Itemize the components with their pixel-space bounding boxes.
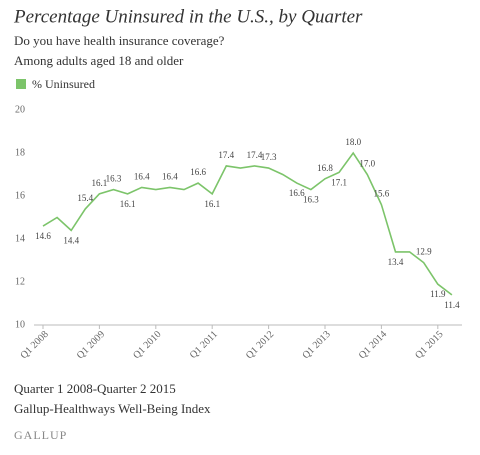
data-label: 17.3 <box>261 152 277 162</box>
x-tick-label: Q1 2011 <box>188 329 220 361</box>
data-label: 18.0 <box>345 137 361 147</box>
x-tick-label: Q1 2014 <box>357 329 389 361</box>
x-tick-label: Q1 2013 <box>300 329 332 361</box>
data-label: 16.8 <box>317 163 333 173</box>
x-tick-label: Q1 2010 <box>131 329 163 361</box>
chart-title: Percentage Uninsured in the U.S., by Qua… <box>13 6 363 27</box>
data-label: 14.4 <box>63 235 79 245</box>
data-label: 16.6 <box>289 188 305 198</box>
x-tick-label: Q1 2015 <box>413 329 445 361</box>
subtitle: Among adults aged 18 and older <box>14 53 184 68</box>
y-tick-label: 16 <box>15 190 25 201</box>
data-label: 16.4 <box>134 171 150 181</box>
data-label: 12.9 <box>416 247 432 257</box>
y-tick-label: 18 <box>15 147 25 158</box>
x-tick-label: Q1 2012 <box>244 329 276 361</box>
x-tick-label: Q1 2009 <box>75 329 107 361</box>
data-label: 14.6 <box>35 231 51 241</box>
data-label: 16.3 <box>303 195 319 205</box>
line <box>42 151 453 296</box>
data-label: 15.6 <box>374 189 390 199</box>
y-tick-label: 12 <box>15 276 25 287</box>
data-label: 16.6 <box>190 167 206 177</box>
x-tick-label: Q1 2008 <box>18 329 50 361</box>
data-label: 11.9 <box>430 289 446 299</box>
data-label: 16.1 <box>204 199 220 209</box>
data-label: 16.1 <box>120 199 136 209</box>
data-label: 17.4 <box>247 150 263 160</box>
data-label: 11.4 <box>444 300 460 310</box>
data-label: 16.4 <box>162 171 178 181</box>
data-label: 17.1 <box>331 177 347 187</box>
data-label: 15.4 <box>77 193 93 203</box>
data-label: 17.0 <box>359 159 375 169</box>
data-label: 16.1 <box>92 178 108 188</box>
data-label: 13.4 <box>388 257 404 267</box>
y-tick-label: 20 <box>15 104 25 115</box>
data-label: 17.4 <box>218 150 234 160</box>
data-label: 16.3 <box>106 174 122 184</box>
y-tick-label: 10 <box>15 319 25 330</box>
legend-label: % Uninsured <box>32 77 95 91</box>
y-tick-label: 14 <box>15 233 25 244</box>
footer: Gallup-Healthways Well-Being Index <box>14 401 211 416</box>
legend-swatch <box>16 79 26 89</box>
source: GALLUP <box>14 428 67 442</box>
footer: Quarter 1 2008-Quarter 2 2015 <box>14 381 176 396</box>
subtitle: Do you have health insurance coverage? <box>14 33 225 48</box>
